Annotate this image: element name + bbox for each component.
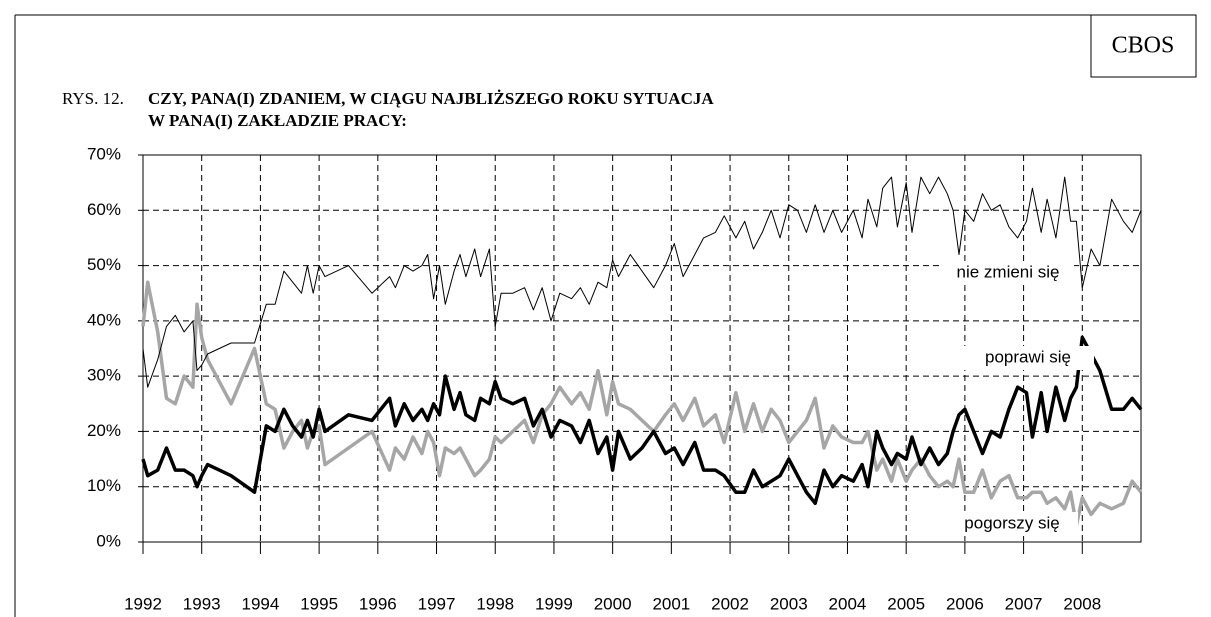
x-tick-label: 2007 <box>1005 594 1043 613</box>
legend-label: poprawi się <box>985 347 1071 366</box>
legend-bg <box>946 512 1078 536</box>
x-tick-label: 2003 <box>770 594 808 613</box>
x-tick-label: 2004 <box>829 594 867 613</box>
y-tick-label: 30% <box>87 366 121 385</box>
x-tick-label: 1994 <box>241 594 279 613</box>
legend-label: nie zmieni się <box>957 262 1060 281</box>
legend-bg <box>962 346 1094 370</box>
x-tick-label: 1996 <box>359 594 397 613</box>
y-tick-label: 40% <box>87 310 121 329</box>
y-tick-label: 0% <box>96 531 121 550</box>
chart-title: W PANA(I) ZAKŁADZIE PRACY: <box>148 111 407 130</box>
figure-label: RYS. 12. <box>62 89 124 108</box>
legend-label: pogorszy się <box>964 513 1059 532</box>
x-tick-label: 1999 <box>535 594 573 613</box>
series-line <box>142 176 1142 388</box>
source-box <box>1090 14 1197 78</box>
y-tick-label: 10% <box>87 476 121 495</box>
source: CBOS <box>1112 33 1175 59</box>
x-tick-label: 2000 <box>594 594 632 613</box>
x-tick-label: 1998 <box>476 594 514 613</box>
x-tick-label: 2005 <box>887 594 925 613</box>
x-tick-label: 1993 <box>183 594 221 613</box>
y-tick-label: 70% <box>87 144 121 163</box>
x-tick-label: 1997 <box>418 594 456 613</box>
x-tick-label: 2008 <box>1063 594 1101 613</box>
legend-bg <box>942 261 1074 285</box>
chart-title: CZY, PANA(I) ZDANIEM, W CIĄGU NAJBLIŻSZE… <box>148 89 714 108</box>
x-tick-label: 1992 <box>124 594 162 613</box>
series-line <box>141 335 1143 506</box>
x-tick-label: 2006 <box>946 594 984 613</box>
x-tick-label: 2002 <box>711 594 749 613</box>
x-tick-label: 1995 <box>300 594 338 613</box>
x-tick-label: 2001 <box>652 594 690 613</box>
y-tick-label: 60% <box>87 200 121 219</box>
y-tick-label: 20% <box>87 421 121 440</box>
y-tick-label: 50% <box>87 255 121 274</box>
